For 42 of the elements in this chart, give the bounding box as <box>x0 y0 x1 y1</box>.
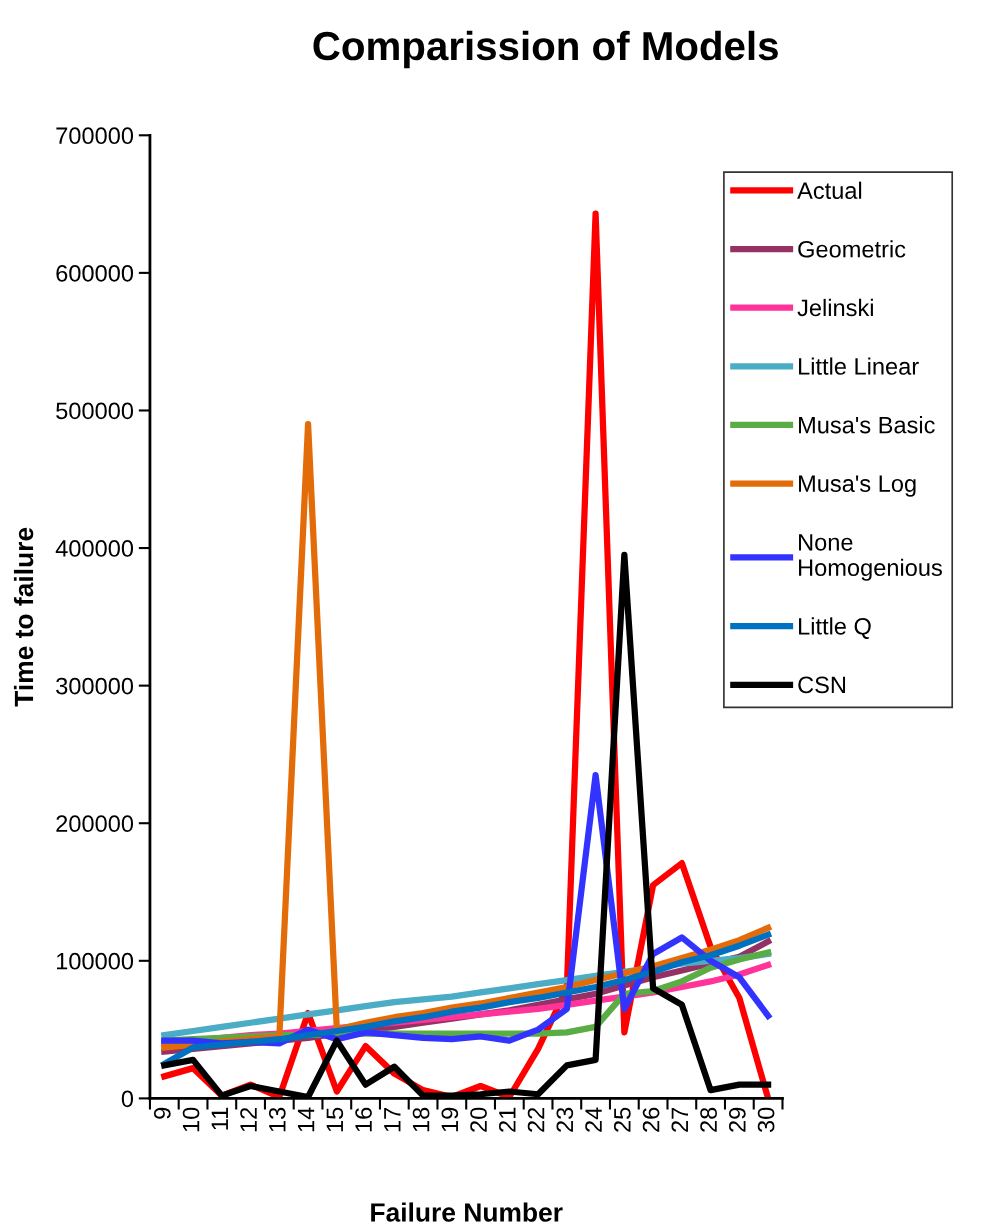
x-tick-label: 13 <box>268 1107 286 1132</box>
x-tick-label: 16 <box>355 1107 372 1132</box>
legend-label: Geometric <box>798 240 906 258</box>
x-tick-label: 10 <box>182 1107 200 1132</box>
x-tick-label: 18 <box>412 1107 430 1132</box>
x-tick-label: 28 <box>700 1107 717 1132</box>
x-axis-title: Failure Number <box>371 1202 563 1222</box>
x-tick-label: 27 <box>671 1107 688 1132</box>
x-tick-label: 23 <box>556 1107 574 1132</box>
legend-label: CSN <box>798 676 846 694</box>
legend-label: Little Q <box>799 617 871 639</box>
x-tick-label: 22 <box>527 1107 545 1132</box>
y-tick-label: 400000 <box>55 540 134 557</box>
legend-label: Little Linear <box>799 357 919 375</box>
legend-label: Actual <box>797 181 862 199</box>
x-tick-label: 15 <box>326 1107 344 1132</box>
legend-label: Jelinski <box>797 298 873 317</box>
x-tick-label: 24 <box>585 1107 602 1132</box>
y-tick-label: 300000 <box>56 677 134 695</box>
y-tick-label: 700000 <box>56 127 134 145</box>
x-tick-label: 21 <box>498 1107 516 1132</box>
x-tick-label: 14 <box>297 1107 315 1132</box>
legend-label: Musa's Log <box>799 475 916 497</box>
x-tick-label: 20 <box>470 1107 487 1132</box>
y-tick-label: 600000 <box>56 264 134 282</box>
x-tick-label: 9 <box>153 1107 171 1119</box>
legend-label: Musa's Basic <box>799 416 935 434</box>
legend-label: None Homogenious <box>799 534 942 581</box>
x-tick-label: 26 <box>642 1107 660 1132</box>
x-tick-label: 17 <box>384 1107 401 1132</box>
x-tick-label: 11 <box>211 1107 228 1130</box>
x-tick-label: 19 <box>441 1107 459 1132</box>
y-tick-label: 100000 <box>56 952 134 970</box>
y-tick-label: 200000 <box>56 815 134 833</box>
x-tick-label: 25 <box>613 1107 631 1132</box>
y-axis-title: Time to failure <box>13 527 34 707</box>
y-tick-label: 0 <box>121 1090 134 1108</box>
x-tick-label: 30 <box>757 1107 775 1133</box>
y-tick-label: 500000 <box>56 402 134 420</box>
x-tick-label: 29 <box>728 1107 746 1132</box>
chart-title: Comparission of Models <box>313 30 778 69</box>
x-tick-label: 12 <box>240 1107 257 1132</box>
